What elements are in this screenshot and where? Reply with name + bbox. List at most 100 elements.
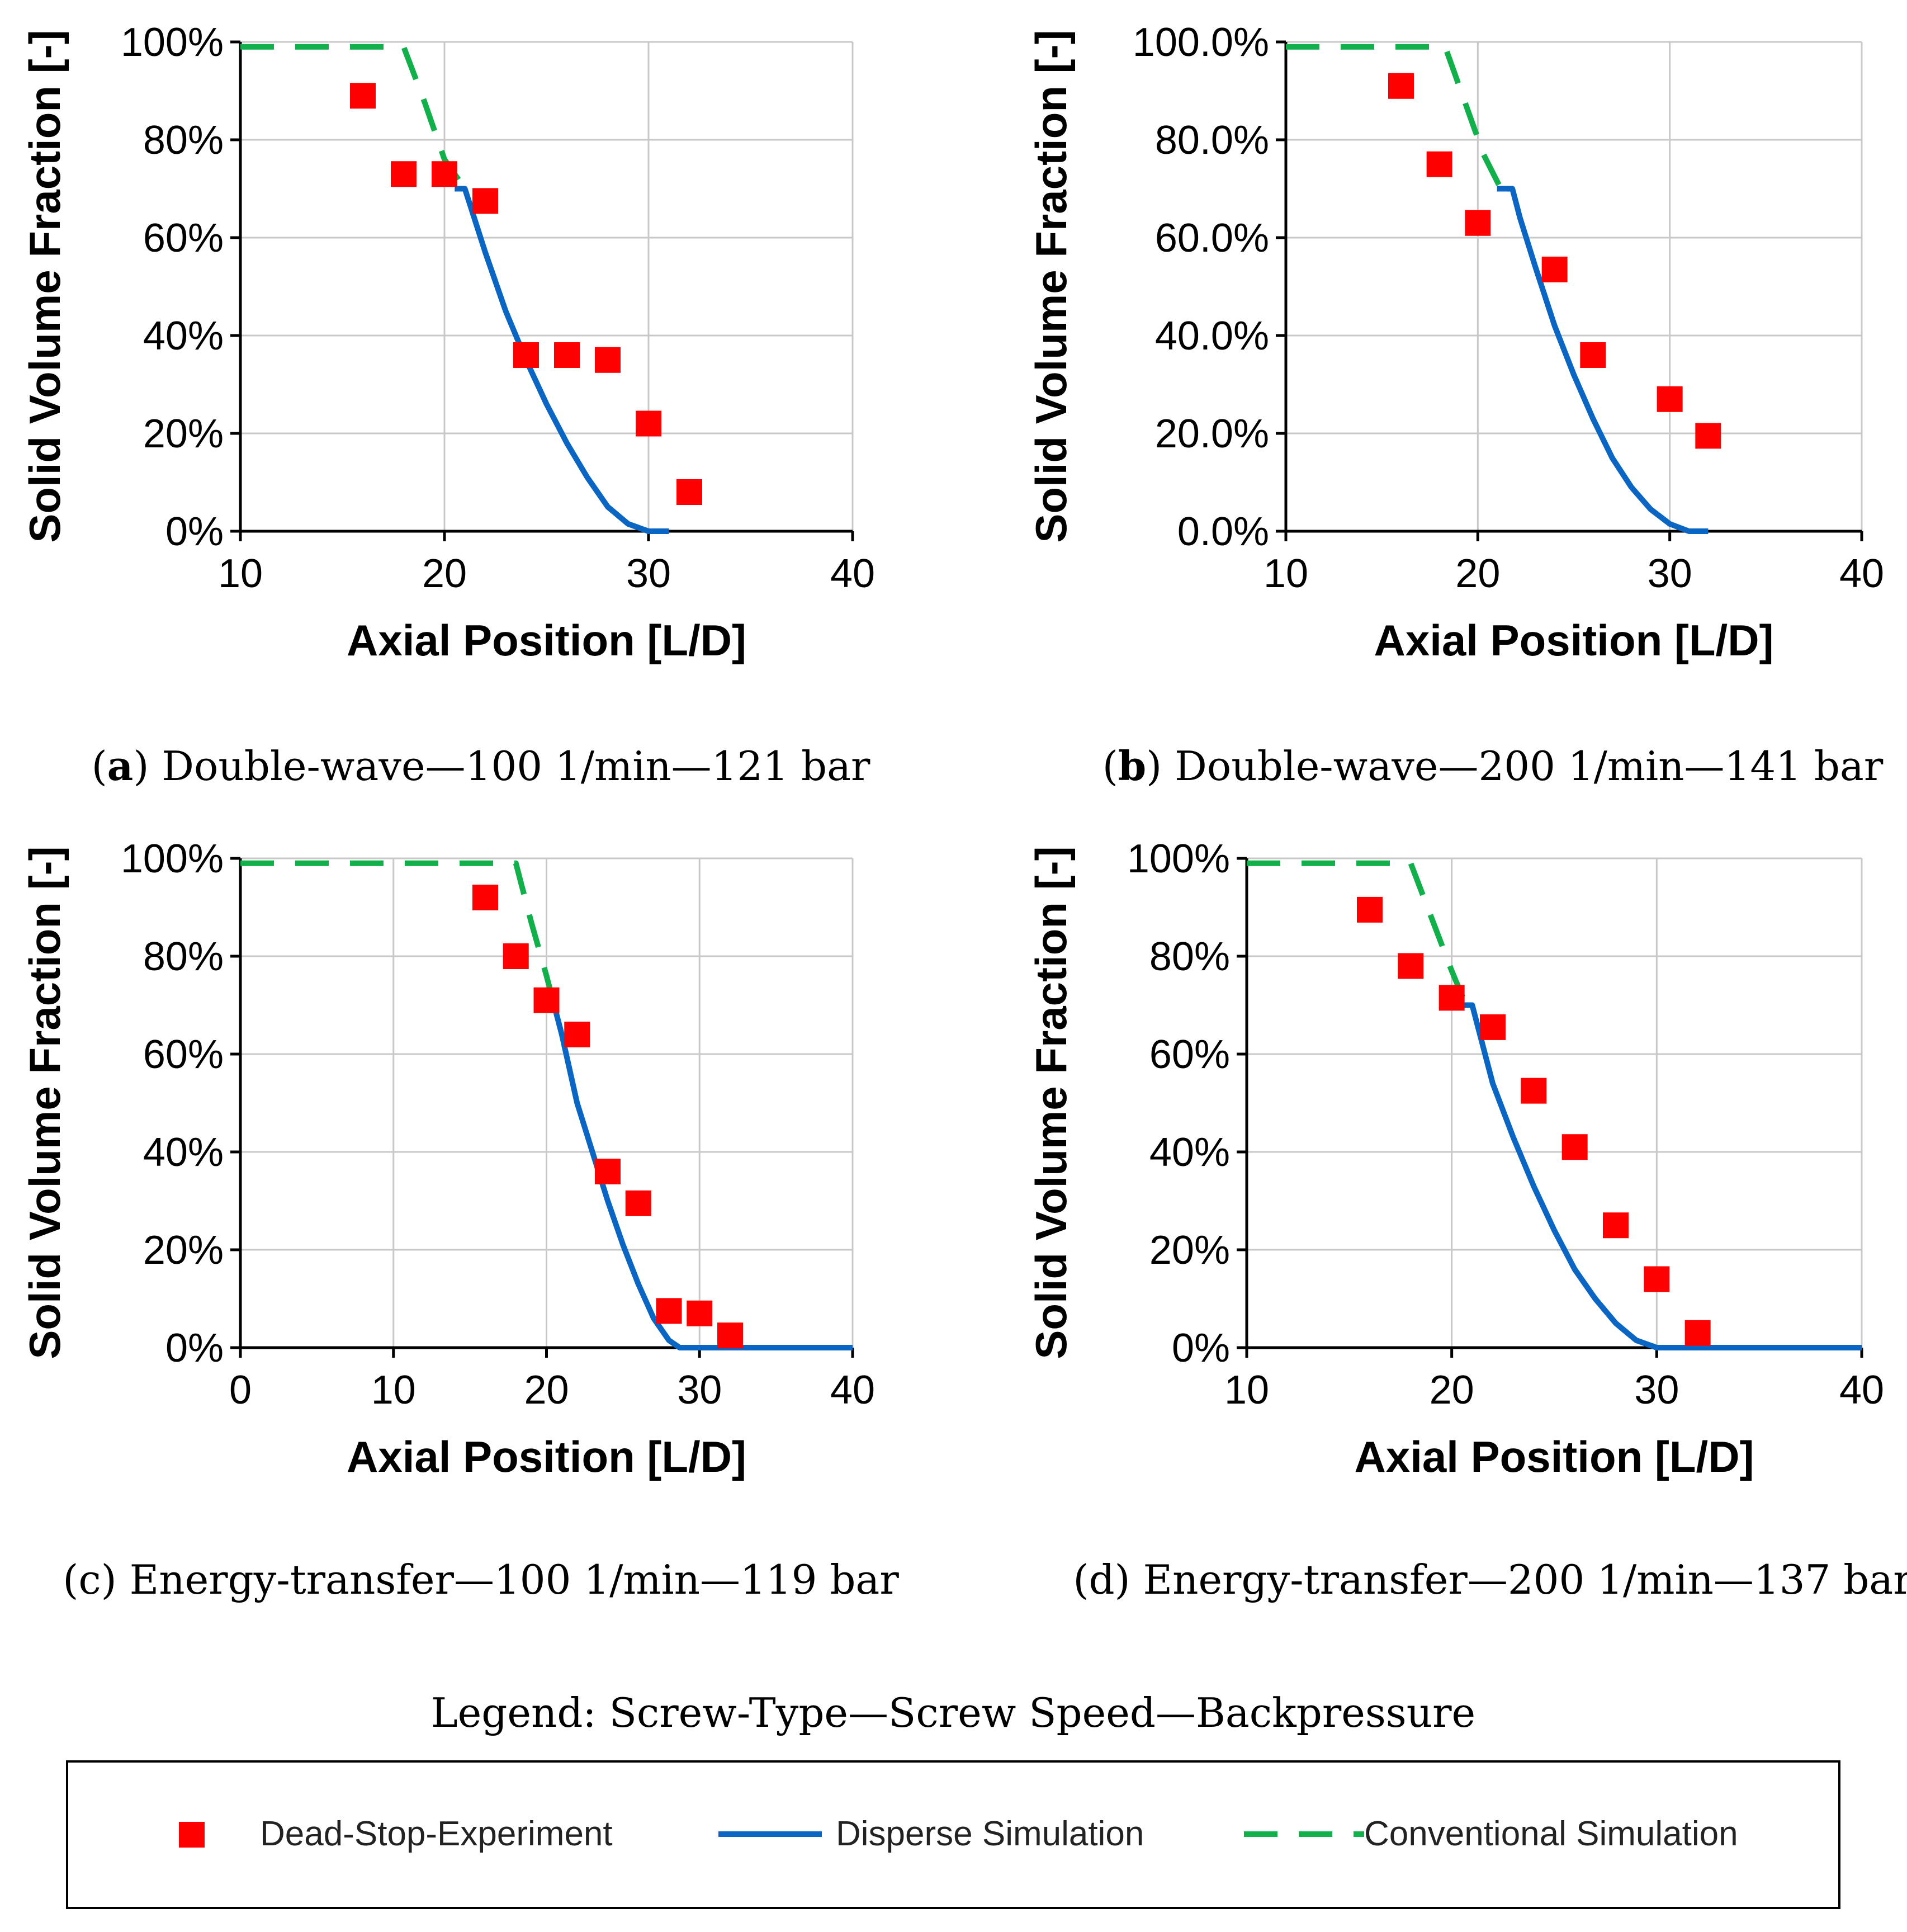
x-tick-label: 30: [626, 551, 671, 596]
y-tick-label: 60%: [1149, 1032, 1230, 1077]
data-point-experiment: [595, 347, 621, 373]
x-axis-title: Axial Position [L/D]: [347, 616, 746, 665]
y-axis-title: Solid Volume Fraction [-]: [20, 846, 69, 1359]
series-line-disperse-simulation: [1462, 1002, 1862, 1350]
series-line-disperse-simulation: [551, 1004, 853, 1350]
y-tick-label: 20%: [143, 412, 224, 456]
x-tick-label: 30: [677, 1368, 722, 1413]
y-tick-label: 80.0%: [1155, 118, 1269, 163]
series-dead-stop-experiment: [472, 885, 743, 1349]
panel-caption: (b) Double-wave—200 1/min—141 bar: [1102, 742, 1884, 790]
x-tick-label: 30: [1634, 1368, 1679, 1413]
y-tick-label: 100%: [1127, 837, 1230, 881]
data-point-experiment: [554, 342, 580, 368]
x-tick-label: 40: [1839, 1368, 1884, 1413]
data-point-experiment: [1465, 210, 1491, 236]
x-axis-title: Axial Position [L/D]: [1354, 1432, 1754, 1481]
data-point-experiment: [1561, 1134, 1588, 1160]
x-tick-label: 10: [371, 1368, 416, 1413]
x-tick-label: 20: [524, 1368, 569, 1413]
panel-caption: (c) Energy-transfer—100 1/min—119 bar: [63, 1556, 899, 1603]
data-point-experiment: [1684, 1320, 1711, 1346]
data-point-experiment: [1580, 342, 1606, 368]
caption-letter: b: [1118, 742, 1146, 790]
panel-caption: (a) Double-wave—100 1/min—121 bar: [92, 742, 870, 790]
caption-letter: d: [1089, 1556, 1114, 1603]
data-point-experiment: [656, 1298, 682, 1324]
data-point-experiment: [391, 161, 417, 187]
y-tick-label: 100.0%: [1133, 20, 1269, 65]
x-tick-label: 10: [1264, 551, 1308, 596]
data-point-experiment: [625, 1190, 651, 1216]
data-point-experiment: [1521, 1078, 1547, 1104]
series-line-disperse-simulation: [455, 186, 669, 534]
x-tick-label: 10: [1224, 1368, 1269, 1413]
series-line-disperse-simulation: [1497, 186, 1709, 534]
gridlines: [240, 41, 854, 531]
x-axis-title: Axial Position [L/D]: [1374, 616, 1773, 665]
y-tick-label: 20.0%: [1155, 412, 1269, 456]
series-line-conventional-simulation: [1247, 860, 1469, 1007]
y-tick-label: 0%: [1172, 1326, 1230, 1371]
data-point-experiment: [1388, 73, 1414, 99]
caption-close: ): [1146, 743, 1162, 790]
data-point-experiment: [595, 1159, 621, 1184]
caption-letter: a: [107, 742, 134, 790]
series-line-conventional-simulation: [1286, 44, 1503, 190]
y-axis-title: Solid Volume Fraction [-]: [1026, 30, 1076, 542]
chart-panel-c: 0% 20% 40% 60% 80% 100% 0 10 20 30 40 Axial Positio…: [20, 837, 899, 1603]
legend-experiment-marker: [179, 1822, 205, 1848]
data-point-experiment: [1541, 256, 1568, 282]
y-tick-label: 100%: [121, 20, 224, 65]
legend-title: Legend: Screw-Type—Screw Speed—Backpress…: [431, 1689, 1475, 1736]
y-tick-label: 100%: [121, 837, 224, 881]
y-tick-label: 20%: [143, 1228, 224, 1273]
x-tick-label: 40: [1839, 551, 1884, 596]
y-tick-label: 0.0%: [1177, 509, 1269, 554]
x-tick-label: 40: [830, 551, 875, 596]
caption-text: Energy-transfer—100 1/min—119 bar: [117, 1556, 900, 1603]
y-tick-label: 80%: [143, 118, 224, 163]
x-tick-label: 20: [1430, 1368, 1474, 1413]
legend-disperse-label: Disperse Simulation: [836, 1815, 1144, 1853]
caption-text: Energy-transfer—200 1/min—137 bar: [1130, 1556, 1907, 1603]
chart-panel-a: 0% 20% 40% 60% 80% 100% 10 20 30 40 Axial Position…: [20, 20, 875, 790]
data-point-experiment: [1357, 896, 1383, 923]
y-axis-title: Solid Volume Fraction [-]: [1026, 846, 1076, 1359]
data-point-experiment: [533, 987, 560, 1013]
y-tick-label: 0%: [165, 509, 224, 554]
caption-open: (: [63, 1556, 78, 1603]
data-point-experiment: [676, 479, 702, 505]
series-dead-stop-experiment: [1388, 73, 1721, 449]
caption-open: (: [92, 743, 107, 790]
y-tick-label: 0%: [165, 1326, 224, 1371]
legend-experiment-label: Dead-Stop-Experiment: [260, 1815, 613, 1853]
series-line-conventional-simulation: [240, 44, 467, 191]
y-tick-label: 80%: [1149, 934, 1230, 979]
caption-text: Double-wave—100 1/min—121 bar: [149, 743, 870, 790]
data-point-experiment: [472, 885, 498, 910]
data-point-experiment: [687, 1300, 713, 1326]
legend-box: Dead-Stop-Experiment Disperse Simulation…: [66, 1760, 1840, 1909]
y-tick-label: 40%: [143, 1130, 224, 1175]
x-axis-title: Axial Position [L/D]: [347, 1432, 746, 1481]
y-tick-label: 60.0%: [1155, 216, 1269, 261]
y-tick-label: 40%: [143, 314, 224, 358]
legend-frame: [66, 1760, 1840, 1909]
data-point-experiment: [1603, 1212, 1629, 1239]
x-tick-label: 40: [830, 1368, 875, 1413]
y-tick-label: 40.0%: [1155, 314, 1269, 358]
legend-conventional-label: Conventional Simulation: [1364, 1815, 1738, 1853]
panel-caption: (d) Energy-transfer—200 1/min—137 bar: [1073, 1556, 1907, 1603]
y-tick-label: 40%: [1149, 1130, 1230, 1175]
data-point-experiment: [432, 161, 457, 187]
caption-letter: c: [78, 1556, 101, 1603]
data-point-experiment: [513, 342, 539, 368]
data-point-experiment: [350, 83, 376, 109]
chart-panel-d: 0% 20% 40% 60% 80% 100% 10 20 30 40 Axial Position…: [1026, 837, 1907, 1603]
caption-open: (: [1102, 743, 1118, 790]
x-tick-label: 0: [229, 1368, 252, 1413]
chart-panel-b: 0.0% 20.0% 40.0% 60.0% 80.0% 100.0% 10 20 30 40 Ax…: [1026, 20, 1884, 790]
data-point-experiment: [564, 1022, 590, 1047]
